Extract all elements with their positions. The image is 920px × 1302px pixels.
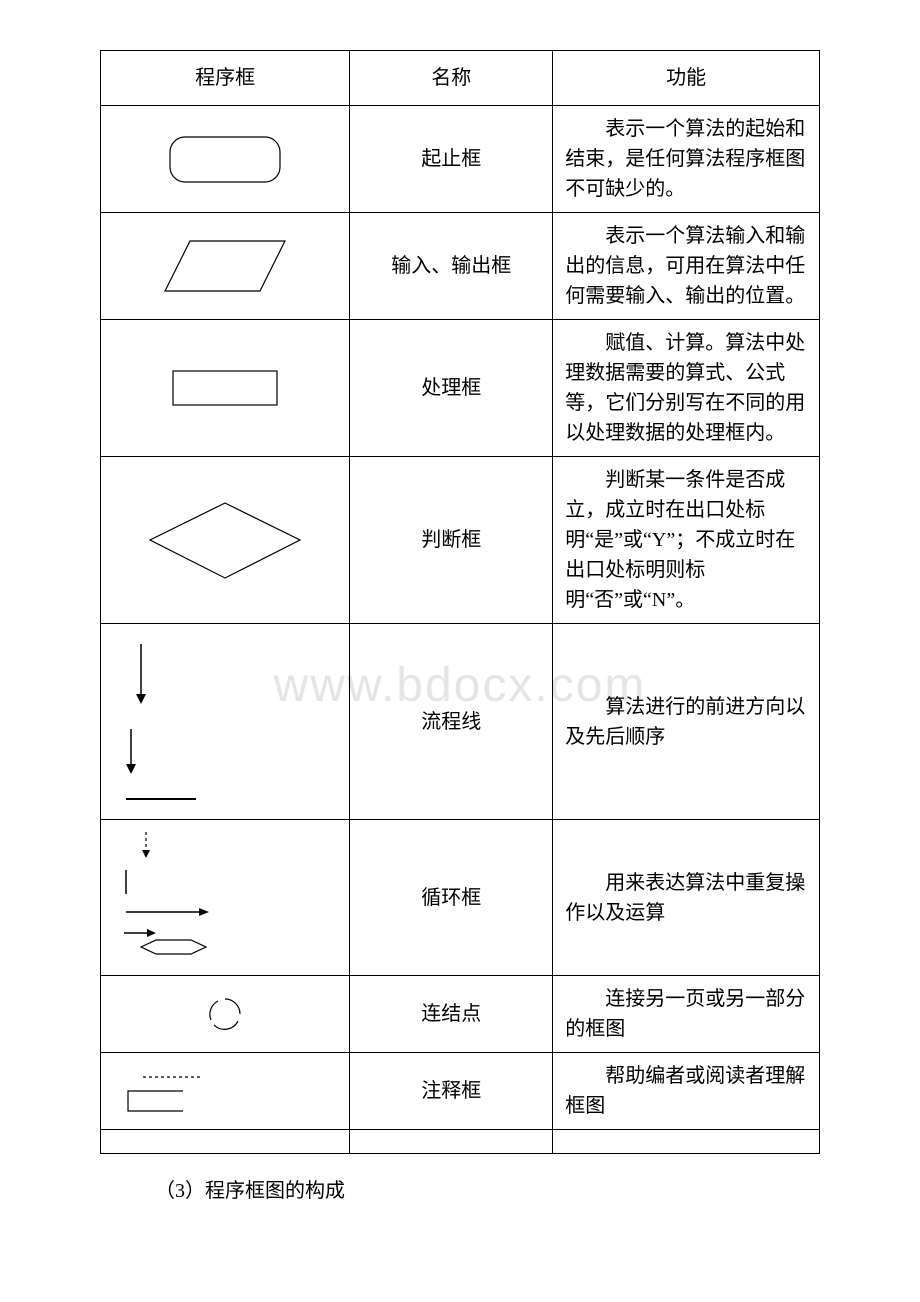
row-name: 流程线 <box>350 624 553 820</box>
row-name: 连结点 <box>350 976 553 1053</box>
row-desc: 算法进行的前进方向以及先后顺序 <box>565 692 807 752</box>
loop-shape-icon <box>111 830 339 965</box>
header-desc: 功能 <box>553 51 820 106</box>
table-row: 判断框 判断某一条件是否成立，成立时在出口处标明“是”或“Y”；不成立时在出口处… <box>101 457 820 624</box>
caption-text: （3）程序框图的构成 <box>155 1174 860 1203</box>
decision-shape-icon <box>113 498 337 583</box>
table-row: 连结点 连接另一页或另一部分的框图 <box>101 976 820 1053</box>
row-desc: 连接另一页或另一部分的框图 <box>565 984 807 1044</box>
table-header-row: 程序框 名称 功能 <box>101 51 820 106</box>
row-name: 判断框 <box>350 457 553 624</box>
row-name: 注释框 <box>350 1053 553 1130</box>
table-row: 输入、输出框 表示一个算法输入和输出的信息，可用在算法中任何需要输入、输出的位置… <box>101 213 820 320</box>
terminator-shape-icon <box>113 132 337 187</box>
row-desc: 用来表达算法中重复操作以及运算 <box>565 868 807 928</box>
flowchart-symbols-table: 程序框 名称 功能 起止框 表示一个算法的起始和结束，是任何算法程序框图不可缺少… <box>100 50 820 1154</box>
process-shape-icon <box>113 368 337 408</box>
row-desc: 帮助编者或阅读者理解框图 <box>565 1061 807 1121</box>
table-row: 流程线 算法进行的前进方向以及先后顺序 <box>101 624 820 820</box>
row-desc: 表示一个算法输入和输出的信息，可用在算法中任何需要输入、输出的位置。 <box>565 221 807 311</box>
empty-row <box>101 1130 820 1154</box>
header-shape: 程序框 <box>101 51 350 106</box>
table-row: 注释框 帮助编者或阅读者理解框图 <box>101 1053 820 1130</box>
row-name: 循环框 <box>350 820 553 976</box>
io-shape-icon <box>113 231 337 301</box>
row-desc: 表示一个算法的起始和结束，是任何算法程序框图不可缺少的。 <box>565 114 807 204</box>
table-row: 循环框 用来表达算法中重复操作以及运算 <box>101 820 820 976</box>
row-name: 输入、输出框 <box>350 213 553 320</box>
row-desc: 赋值、计算。算法中处理数据需要的算式、公式等，它们分别写在不同的用以处理数据的处… <box>565 328 807 448</box>
table-row: 起止框 表示一个算法的起始和结束，是任何算法程序框图不可缺少的。 <box>101 106 820 213</box>
row-name: 起止框 <box>350 106 553 213</box>
annotation-shape-icon <box>113 1069 337 1114</box>
header-name: 名称 <box>350 51 553 106</box>
connector-shape-icon <box>113 994 337 1034</box>
table-row: 处理框 赋值、计算。算法中处理数据需要的算式、公式等，它们分别写在不同的用以处理… <box>101 320 820 457</box>
row-desc: 判断某一条件是否成立，成立时在出口处标明“是”或“Y”；不成立时在出口处标明则标… <box>565 465 807 615</box>
flowline-shape-icon <box>111 639 339 804</box>
row-name: 处理框 <box>350 320 553 457</box>
